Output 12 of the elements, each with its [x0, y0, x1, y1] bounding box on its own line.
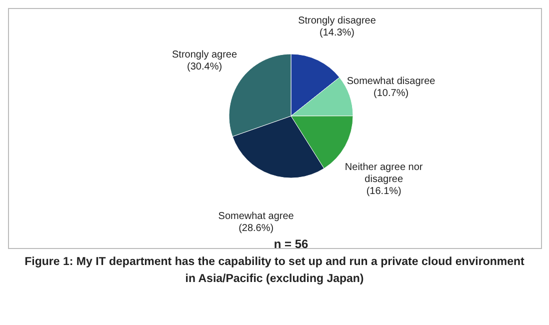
- slice-label: Somewhat disagree: [346, 76, 436, 87]
- slice-label: Somewhat agree: [218, 211, 294, 222]
- data-label: (28.6%): [238, 223, 274, 234]
- text: n = 56: [274, 237, 308, 251]
- text: Figure 1: My IT department has the capability to set up and run a private cloud environment in Asia/Pacific (excluding Japan): [24, 256, 525, 285]
- data-label: (16.1%): [366, 186, 402, 198]
- data-label: (30.4%): [187, 62, 222, 73]
- slice-label: Strongly disagree: [298, 15, 376, 26]
- slice-label: Strongly agree: [172, 50, 238, 61]
- slice-label: Neither agree nor disagree: [344, 162, 424, 186]
- data-label: (14.3%): [319, 27, 354, 38]
- data-label: (10.7%): [374, 88, 409, 99]
